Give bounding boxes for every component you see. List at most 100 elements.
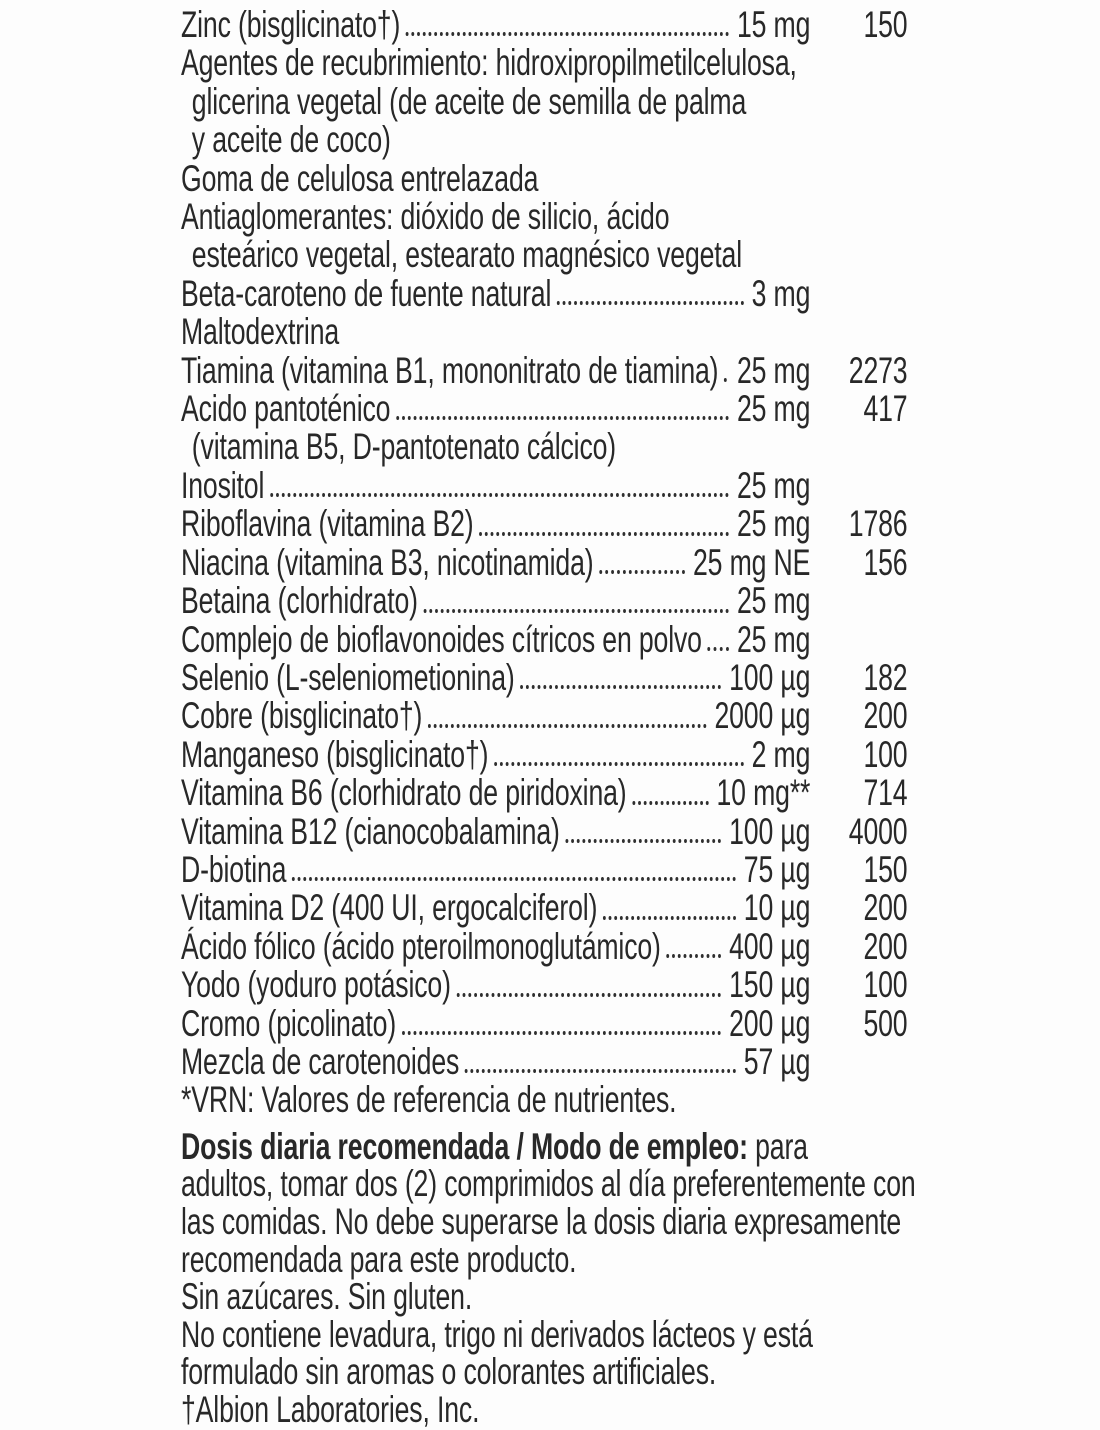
ingredient-name: Mezcla de carotenoides bbox=[181, 1040, 460, 1082]
ingredient-row: (vitamina B5, D-pantotenato cálcico) bbox=[191, 426, 617, 468]
ingredient-row: Cromo (picolinato) 200 µg 500 bbox=[181, 1002, 908, 1044]
vrn-value: 417 bbox=[863, 388, 908, 430]
vrn-value bbox=[810, 1043, 907, 1081]
trademark-line: †Albion Laboratories, Inc. bbox=[181, 1388, 480, 1430]
dot-leader bbox=[264, 467, 737, 505]
amount-value: 25 mg bbox=[736, 580, 811, 622]
claim-line: Sin azúcares. Sin gluten. bbox=[181, 1276, 473, 1318]
amount-value: 75 µg bbox=[743, 848, 811, 890]
dosage-heading-line: Dosis diaria recomendada / Modo de emple… bbox=[181, 1125, 930, 1167]
amount-value: 25 mg bbox=[736, 349, 811, 391]
ingredient-name: Zinc (bisglicinato†) bbox=[181, 4, 401, 45]
dot-leader bbox=[515, 659, 730, 697]
ingredient-row: Betaina (clorhidrato) 25 mg bbox=[181, 580, 907, 622]
ingredient-name: Yodo (yoduro potásico) bbox=[181, 964, 451, 1006]
dot-leader bbox=[661, 928, 729, 966]
ingredient-name: Niacina (vitamina B3, nicotinamida) bbox=[181, 541, 594, 583]
dot-leader bbox=[597, 889, 743, 927]
amount-value: 25 mg bbox=[736, 388, 811, 430]
amount-value: 25 mg bbox=[736, 618, 811, 660]
ingredient-row: Niacina (vitamina B3, nicotinamida) 25 mg… bbox=[181, 541, 908, 583]
ingredient-name: Betaina (clorhidrato) bbox=[181, 580, 418, 622]
ingredient-row: Mezcla de carotenoides 57 µg bbox=[181, 1040, 907, 1082]
vrn-value: 150 bbox=[863, 4, 908, 45]
ingredient-row: y aceite de coco) bbox=[191, 119, 391, 161]
dot-leader bbox=[594, 544, 693, 582]
ingredient-row: Maltodextrina bbox=[181, 311, 340, 353]
amount-value: 2 mg bbox=[751, 733, 811, 775]
vrn-value: 182 bbox=[863, 656, 908, 698]
ingredient-name: Vitamina B12 (cianocobalamina) bbox=[181, 810, 560, 852]
vrn-value: 500 bbox=[863, 1002, 908, 1044]
ingredient-name: Tiamina (vitamina B1, mononitrato de tia… bbox=[181, 349, 719, 391]
dosage-heading-rest: para bbox=[747, 1125, 808, 1167]
vrn-value: 2273 bbox=[848, 349, 908, 391]
vrn-value: 156 bbox=[863, 541, 908, 583]
ingredient-name: Complejo de bioflavonoides cítricos en p… bbox=[181, 618, 702, 660]
dot-leader bbox=[422, 697, 714, 735]
ingredient-name: Ácido fólico (ácido pteroilmonoglutámico… bbox=[181, 925, 661, 967]
ingredient-name: Vitamina B6 (clorhidrato de piridoxina) bbox=[181, 772, 627, 814]
vrn-value: 714 bbox=[863, 772, 908, 814]
dot-leader bbox=[396, 1005, 729, 1043]
amount-value: 3 mg bbox=[751, 272, 811, 314]
ingredient-name: Acido pantoténico bbox=[181, 388, 391, 430]
ingredient-row: Cobre (bisglicinato†) 2000 µg 200 bbox=[181, 695, 908, 737]
ingredient-name: Inositol bbox=[181, 464, 265, 506]
vrn-value: 200 bbox=[863, 887, 908, 929]
ingredient-row: Vitamina B6 (clorhidrato de piridoxina) 1… bbox=[181, 772, 908, 814]
supplement-label: Zinc (bisglicinato†) 15 mg 150 Agentes de r… bbox=[181, 4, 930, 1430]
ingredient-name: Riboflavina (vitamina B2) bbox=[181, 503, 474, 545]
dot-leader bbox=[488, 736, 751, 774]
amount-value: 400 µg bbox=[729, 925, 811, 967]
vrn-value bbox=[810, 621, 907, 659]
dot-leader bbox=[400, 6, 737, 44]
ingredient-row: Beta-caroteno de fuente natural 3 mg bbox=[181, 272, 907, 314]
vrn-value: 200 bbox=[863, 925, 908, 967]
vrn-value bbox=[810, 275, 907, 313]
vrn-value bbox=[810, 467, 907, 505]
dot-leader bbox=[627, 774, 717, 812]
ingredient-row: Manganeso (bisglicinato†) 2 mg 100 bbox=[181, 733, 908, 775]
dot-leader bbox=[718, 352, 737, 390]
dot-leader bbox=[459, 1043, 744, 1081]
vrn-value bbox=[810, 582, 907, 620]
ingredient-name: Vitamina D2 (400 UI, ergocalciferol) bbox=[181, 887, 598, 929]
vrn-value: 4000 bbox=[848, 810, 908, 852]
claims-paragraph: Sin azúcares. Sin gluten. No contiene le… bbox=[181, 1278, 930, 1391]
ingredient-row: Vitamina D2 (400 UI, ergocalciferol) 10 µ… bbox=[181, 887, 908, 929]
ingredient-name: D-biotina bbox=[181, 848, 287, 890]
vrn-value: 150 bbox=[863, 848, 908, 890]
dot-leader bbox=[451, 966, 729, 1004]
amount-value: 10 µg bbox=[743, 887, 811, 929]
ingredient-row: Goma de celulosa entrelazada bbox=[181, 157, 539, 199]
ingredient-row: *VRN: Valores de referencia de nutriente… bbox=[181, 1079, 677, 1121]
dot-leader bbox=[702, 621, 737, 659]
ingredient-row: Zinc (bisglicinato†) 15 mg 150 bbox=[181, 4, 908, 45]
dosage-line: adultos, tomar dos (2) comprimidos al dí… bbox=[181, 1163, 916, 1205]
dot-leader bbox=[551, 275, 751, 313]
ingredient-row: esteárico vegetal, estearato magnésico v… bbox=[191, 234, 742, 276]
ingredient-row: Ácido fólico (ácido pteroilmonoglutámico… bbox=[181, 925, 908, 967]
ingredient-name: Manganeso (bisglicinato†) bbox=[181, 733, 489, 775]
ingredients-table: Zinc (bisglicinato†) 15 mg 150 Agentes de r… bbox=[181, 4, 930, 1121]
vrn-value: 1786 bbox=[848, 503, 908, 545]
amount-value: 150 µg bbox=[729, 964, 811, 1006]
ingredient-row: Yodo (yoduro potásico) 150 µg 100 bbox=[181, 964, 908, 1006]
dosage-line: las comidas. No debe superarse la dosis … bbox=[181, 1200, 902, 1242]
amount-value: 200 µg bbox=[729, 1002, 811, 1044]
ingredient-row: Antiaglomerantes: dióxido de silicio, ác… bbox=[181, 196, 670, 238]
amount-value: 100 µg bbox=[729, 810, 811, 852]
ingredient-row: Agentes de recubrimiento: hidroxipropilm… bbox=[181, 42, 797, 84]
ingredient-name: Beta-caroteno de fuente natural bbox=[181, 272, 552, 314]
vrn-value: 100 bbox=[863, 733, 908, 775]
amount-value: 10 mg** bbox=[716, 772, 811, 814]
dot-leader bbox=[474, 505, 737, 543]
ingredient-name: Cobre (bisglicinato†) bbox=[181, 695, 423, 737]
amount-value: 25 mg NE bbox=[692, 541, 811, 583]
claim-line: formulado sin aromas o colorantes artifi… bbox=[181, 1351, 717, 1393]
amount-value: 25 mg bbox=[736, 464, 811, 506]
dosage-paragraph: Dosis diaria recomendada / Modo de emple… bbox=[181, 1125, 930, 1278]
ingredient-row: Inositol 25 mg bbox=[181, 464, 907, 506]
ingredient-row: glicerina vegetal (de aceite de semilla … bbox=[191, 80, 747, 122]
